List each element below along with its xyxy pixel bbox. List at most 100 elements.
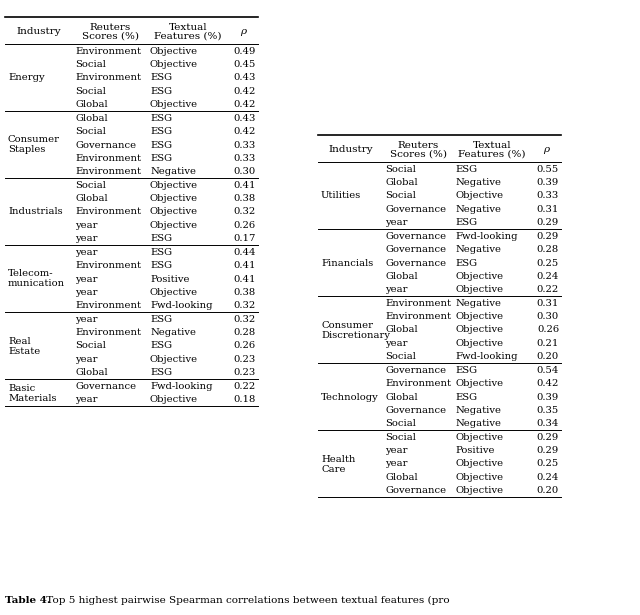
Text: Negative: Negative xyxy=(455,245,501,254)
Text: 0.49: 0.49 xyxy=(234,47,256,56)
Text: year: year xyxy=(75,315,97,324)
Text: ESG: ESG xyxy=(150,368,172,377)
Text: 0.24: 0.24 xyxy=(536,272,559,280)
Text: Care: Care xyxy=(321,464,346,474)
Text: year: year xyxy=(75,221,97,229)
Text: 0.28: 0.28 xyxy=(234,328,256,337)
Text: 0.28: 0.28 xyxy=(537,245,559,254)
Text: year: year xyxy=(385,218,408,227)
Text: Scores (%): Scores (%) xyxy=(390,149,447,159)
Text: ρ: ρ xyxy=(543,145,549,154)
Text: Environment: Environment xyxy=(385,312,451,321)
Text: Environment: Environment xyxy=(75,167,141,176)
Text: Objective: Objective xyxy=(150,194,198,204)
Text: Objective: Objective xyxy=(455,459,503,469)
Text: Negative: Negative xyxy=(455,178,501,188)
Text: 0.32: 0.32 xyxy=(234,207,256,216)
Text: Governance: Governance xyxy=(75,140,136,149)
Text: Features (%): Features (%) xyxy=(154,31,221,41)
Text: Telecom-: Telecom- xyxy=(8,269,54,279)
Text: Real: Real xyxy=(8,336,31,346)
Text: ESG: ESG xyxy=(455,218,477,227)
Text: 0.21: 0.21 xyxy=(536,339,559,347)
Text: munication: munication xyxy=(8,279,65,288)
Text: 0.31: 0.31 xyxy=(536,205,559,213)
Text: ESG: ESG xyxy=(150,248,172,257)
Text: Objective: Objective xyxy=(455,473,503,482)
Text: 0.41: 0.41 xyxy=(234,181,256,190)
Text: Environment: Environment xyxy=(385,299,451,308)
Text: 0.20: 0.20 xyxy=(537,486,559,495)
Text: 0.38: 0.38 xyxy=(234,288,256,296)
Text: 0.26: 0.26 xyxy=(537,325,559,335)
Text: ESG: ESG xyxy=(150,261,172,271)
Text: Fwd-looking: Fwd-looking xyxy=(455,352,518,361)
Text: 0.39: 0.39 xyxy=(537,392,559,402)
Text: Objective: Objective xyxy=(455,339,503,347)
Text: 0.54: 0.54 xyxy=(536,366,559,375)
Text: ρ: ρ xyxy=(240,26,246,36)
Text: 0.42: 0.42 xyxy=(234,100,256,109)
Text: Social: Social xyxy=(75,181,106,190)
Text: ESG: ESG xyxy=(150,114,172,123)
Text: ESG: ESG xyxy=(150,87,172,96)
Text: Discretionary: Discretionary xyxy=(321,330,390,339)
Text: Governance: Governance xyxy=(385,258,446,268)
Text: 0.42: 0.42 xyxy=(234,127,256,137)
Text: Objective: Objective xyxy=(150,355,198,363)
Text: 0.29: 0.29 xyxy=(537,232,559,241)
Text: year: year xyxy=(75,234,97,243)
Text: 0.30: 0.30 xyxy=(537,312,559,321)
Text: Negative: Negative xyxy=(455,205,501,213)
Text: 0.30: 0.30 xyxy=(234,167,256,176)
Text: 0.23: 0.23 xyxy=(234,355,256,363)
Text: Environment: Environment xyxy=(75,301,141,310)
Text: Governance: Governance xyxy=(75,382,136,391)
Text: Objective: Objective xyxy=(455,379,503,388)
Text: Environment: Environment xyxy=(75,261,141,271)
Text: 0.25: 0.25 xyxy=(537,258,559,268)
Text: 0.42: 0.42 xyxy=(234,87,256,96)
Text: Objective: Objective xyxy=(150,207,198,216)
Text: 0.43: 0.43 xyxy=(234,114,256,123)
Text: Global: Global xyxy=(75,368,108,377)
Text: 0.25: 0.25 xyxy=(537,459,559,469)
Text: Global: Global xyxy=(385,473,418,482)
Text: 0.24: 0.24 xyxy=(536,473,559,482)
Text: 0.17: 0.17 xyxy=(234,234,256,243)
Text: Social: Social xyxy=(385,191,416,200)
Text: 0.20: 0.20 xyxy=(537,352,559,361)
Text: 0.35: 0.35 xyxy=(537,406,559,415)
Text: Global: Global xyxy=(385,325,418,335)
Text: Governance: Governance xyxy=(385,245,446,254)
Text: 0.41: 0.41 xyxy=(234,261,256,271)
Text: Fwd-looking: Fwd-looking xyxy=(150,382,212,391)
Text: Objective: Objective xyxy=(455,191,503,200)
Text: ESG: ESG xyxy=(455,165,477,174)
Text: Fwd-looking: Fwd-looking xyxy=(455,232,518,241)
Text: 0.33: 0.33 xyxy=(234,154,256,163)
Text: Negative: Negative xyxy=(150,328,196,337)
Text: 0.29: 0.29 xyxy=(537,218,559,227)
Text: 0.32: 0.32 xyxy=(234,301,256,310)
Text: Estate: Estate xyxy=(8,346,40,355)
Text: Negative: Negative xyxy=(455,299,501,308)
Text: Global: Global xyxy=(385,178,418,188)
Text: year: year xyxy=(385,459,408,469)
Text: Financials: Financials xyxy=(321,258,373,268)
Text: 0.41: 0.41 xyxy=(234,274,256,284)
Text: Global: Global xyxy=(385,272,418,280)
Text: 0.39: 0.39 xyxy=(537,178,559,188)
Text: Energy: Energy xyxy=(8,74,45,82)
Text: 0.32: 0.32 xyxy=(234,315,256,324)
Text: Environment: Environment xyxy=(385,379,451,388)
Text: Environment: Environment xyxy=(75,328,141,337)
Text: Governance: Governance xyxy=(385,232,446,241)
Text: Social: Social xyxy=(385,433,416,442)
Text: ESG: ESG xyxy=(455,258,477,268)
Text: Reuters: Reuters xyxy=(397,140,438,149)
Text: Objective: Objective xyxy=(150,288,198,296)
Text: Consumer: Consumer xyxy=(321,320,373,330)
Text: Governance: Governance xyxy=(385,406,446,415)
Text: ESG: ESG xyxy=(150,74,172,82)
